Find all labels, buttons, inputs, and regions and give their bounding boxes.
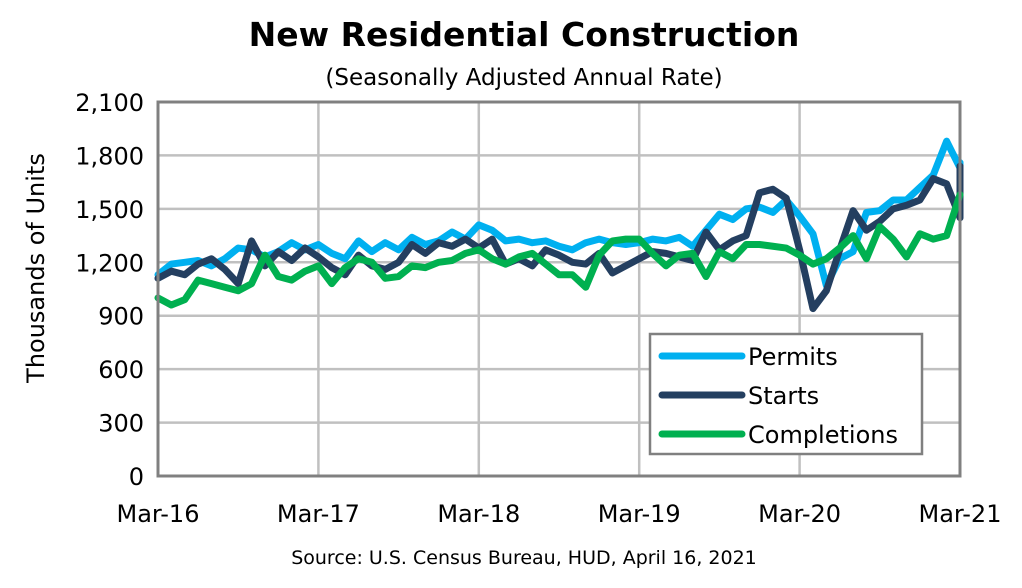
series-line-completions: [154, 191, 964, 309]
legend: Permits Starts Completions: [648, 332, 924, 456]
y-tick-label: 2,100: [75, 89, 144, 117]
gridlines: [158, 100, 960, 478]
legend-label-permits: Permits: [748, 343, 838, 371]
x-tick-label: Mar-18: [437, 500, 520, 528]
legend-label-completions: Completions: [748, 421, 898, 449]
y-axis-ticks: 0 300 600 900 1,200 1,500 1,800 2,100: [75, 89, 144, 491]
x-axis-ticks: Mar-16 Mar-17 Mar-18 Mar-19 Mar-20 Mar-21: [117, 500, 1002, 528]
x-tick-label: Mar-20: [758, 500, 841, 528]
y-tick-label: 600: [98, 356, 144, 384]
y-tick-label: 1,200: [75, 249, 144, 277]
legend-label-starts: Starts: [748, 382, 819, 410]
y-tick-label: 0: [129, 463, 144, 491]
plot-border: [156, 100, 962, 478]
chart-title: New Residential Construction: [249, 15, 800, 54]
x-tick-label: Mar-17: [277, 500, 360, 528]
y-tick-label: 300: [98, 410, 144, 438]
series-line-starts: [154, 162, 964, 313]
series-lines: [154, 137, 964, 313]
series-line-permits: [154, 137, 964, 289]
chart-subtitle: (Seasonally Adjusted Annual Rate): [325, 65, 722, 91]
x-tick-label: Mar-16: [117, 500, 200, 528]
y-axis-label: Thousands of Units: [22, 153, 50, 384]
y-tick-label: 1,500: [75, 196, 144, 224]
source-note: Source: U.S. Census Bureau, HUD, April 1…: [291, 547, 757, 569]
y-tick-label: 1,800: [75, 142, 144, 170]
y-tick-label: 900: [98, 303, 144, 331]
x-tick-label: Mar-21: [919, 500, 1002, 528]
x-tick-label: Mar-19: [598, 500, 681, 528]
